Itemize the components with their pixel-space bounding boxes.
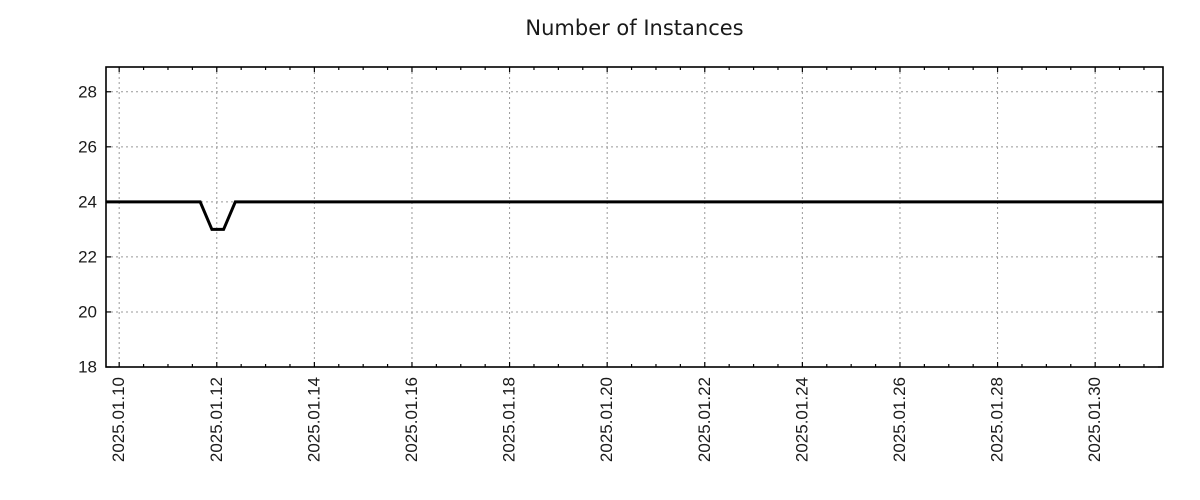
series-number-of-instances xyxy=(106,200,1163,231)
x-tick-label: 2025.01.12 xyxy=(207,377,226,462)
x-tick-label: 2025.01.16 xyxy=(402,377,421,462)
x-tick-label: 2025.01.26 xyxy=(890,377,909,462)
y-tick-label: 24 xyxy=(78,192,97,211)
x-tick-label: 2025.01.30 xyxy=(1085,377,1104,462)
x-tick-label: 2025.01.14 xyxy=(304,377,323,462)
y-tick-label: 18 xyxy=(78,358,97,377)
chart-title: Number of Instances xyxy=(525,16,744,40)
x-tick-label: 2025.01.28 xyxy=(988,377,1007,462)
x-tick-label: 2025.01.20 xyxy=(597,377,616,462)
x-tick-label: 2025.01.24 xyxy=(792,377,811,462)
x-tick-label: 2025.01.18 xyxy=(500,377,519,462)
x-tick-label: 2025.01.22 xyxy=(695,377,714,462)
plot-border xyxy=(105,66,1164,368)
y-tick-label: 26 xyxy=(78,137,97,156)
y-tick-label: 20 xyxy=(78,302,97,321)
y-tick-label: 22 xyxy=(78,247,97,266)
x-tick-label: 2025.01.10 xyxy=(109,377,128,462)
y-tick-label: 28 xyxy=(78,82,97,101)
